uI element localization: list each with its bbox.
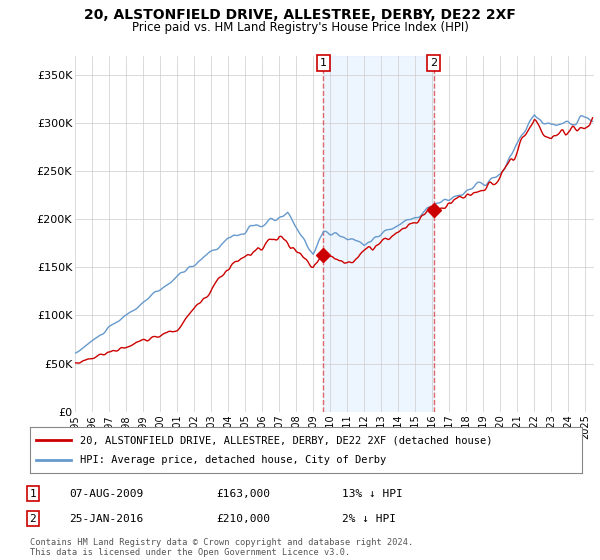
Text: £163,000: £163,000: [216, 489, 270, 499]
Text: Price paid vs. HM Land Registry's House Price Index (HPI): Price paid vs. HM Land Registry's House …: [131, 21, 469, 34]
Text: 1: 1: [29, 489, 37, 499]
Text: Contains HM Land Registry data © Crown copyright and database right 2024.
This d: Contains HM Land Registry data © Crown c…: [30, 538, 413, 557]
Text: £210,000: £210,000: [216, 514, 270, 524]
Text: 13% ↓ HPI: 13% ↓ HPI: [342, 489, 403, 499]
Text: 1: 1: [320, 58, 327, 68]
Text: 2: 2: [29, 514, 37, 524]
Text: 25-JAN-2016: 25-JAN-2016: [69, 514, 143, 524]
Text: 20, ALSTONFIELD DRIVE, ALLESTREE, DERBY, DE22 2XF (detached house): 20, ALSTONFIELD DRIVE, ALLESTREE, DERBY,…: [80, 435, 492, 445]
Text: 07-AUG-2009: 07-AUG-2009: [69, 489, 143, 499]
Text: 20, ALSTONFIELD DRIVE, ALLESTREE, DERBY, DE22 2XF: 20, ALSTONFIELD DRIVE, ALLESTREE, DERBY,…: [84, 8, 516, 22]
Text: 2% ↓ HPI: 2% ↓ HPI: [342, 514, 396, 524]
Text: HPI: Average price, detached house, City of Derby: HPI: Average price, detached house, City…: [80, 455, 386, 465]
Text: 2: 2: [430, 58, 437, 68]
Bar: [323, 56, 434, 412]
